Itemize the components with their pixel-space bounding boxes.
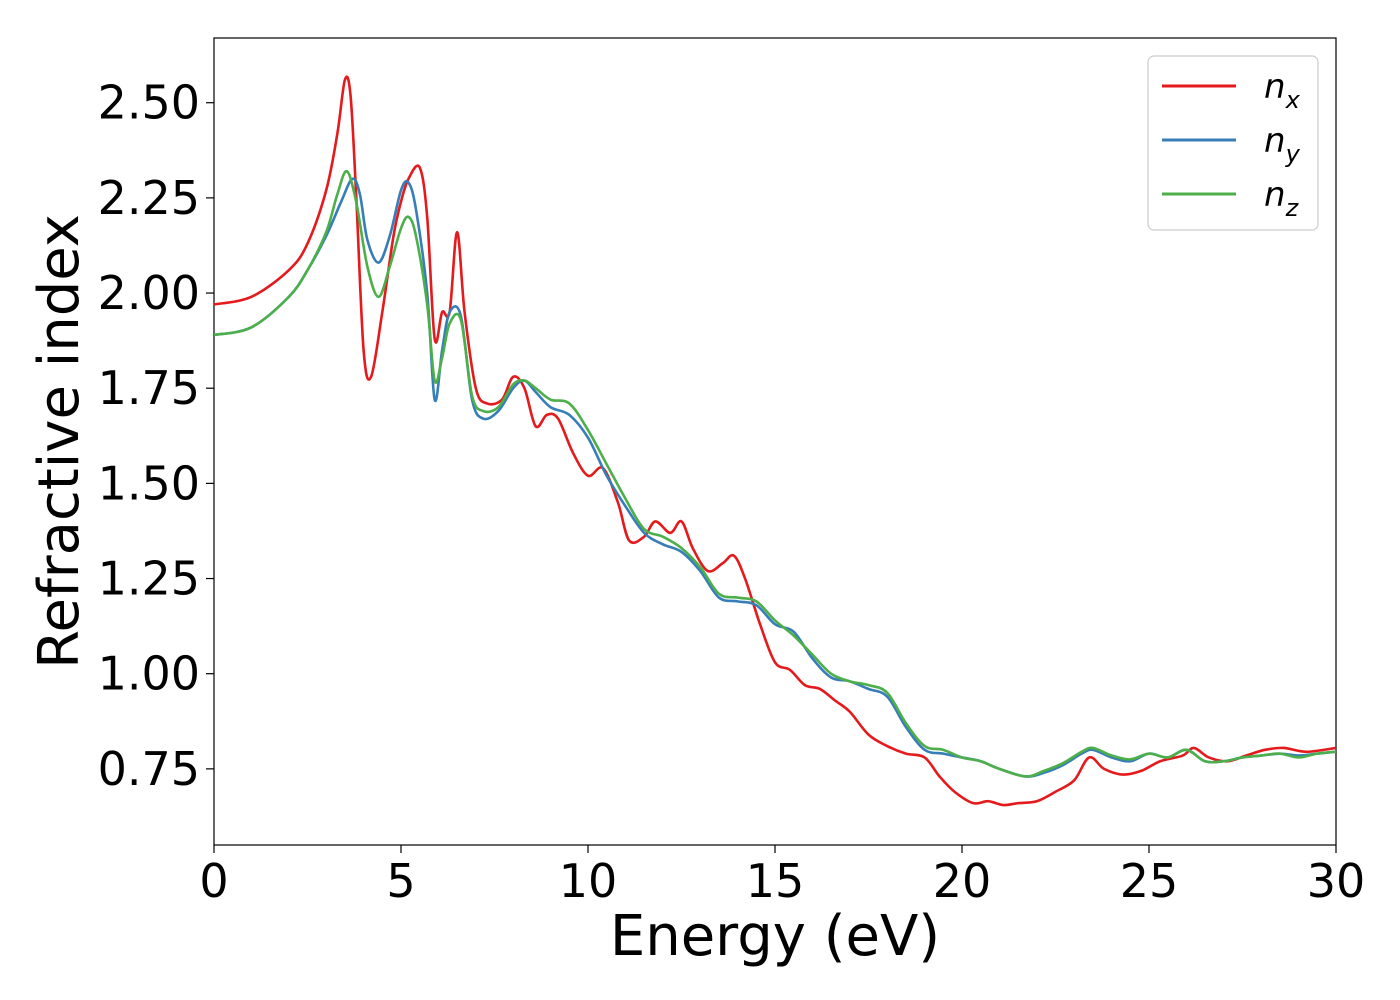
x-tick-label: 10 xyxy=(559,854,618,908)
series-line-n-y xyxy=(214,177,1336,778)
legend-label-subscript: x xyxy=(1285,86,1301,114)
y-tick-label: 1.50 xyxy=(98,456,200,510)
y-tick-label: 1.75 xyxy=(98,361,200,415)
y-tick-label: 1.25 xyxy=(98,552,200,606)
series-line-n-x xyxy=(214,75,1336,807)
legend-label-y: ny xyxy=(1264,121,1301,168)
legend-label-base: n xyxy=(1264,175,1286,215)
legend-label-base: n xyxy=(1264,121,1286,161)
x-tick-label: 30 xyxy=(1307,854,1366,908)
series-line-n-z xyxy=(214,169,1336,778)
y-tick-label: 0.75 xyxy=(98,742,200,796)
x-tick-label: 20 xyxy=(933,854,992,908)
x-axis-label: Energy (eV) xyxy=(610,904,940,969)
x-tick-label: 15 xyxy=(746,854,805,908)
legend-label-z: nz xyxy=(1264,175,1300,222)
legend-label-subscript: y xyxy=(1285,140,1301,168)
x-tick-label: 5 xyxy=(386,854,415,908)
y-tick-label: 1.00 xyxy=(98,647,200,701)
y-axis-ticks: 0.75 1.00 1.25 1.50 1.75 2.00 2.25 2.50 xyxy=(98,76,214,796)
y-tick-label: 2.25 xyxy=(98,171,200,225)
y-tick-label: 2.00 xyxy=(98,266,200,320)
series-lines xyxy=(214,75,1336,807)
x-tick-label: 25 xyxy=(1120,854,1179,908)
x-axis-ticks: 0 5 10 15 20 25 30 xyxy=(199,845,1365,908)
legend-label-x: nx xyxy=(1264,67,1301,114)
legend-box xyxy=(1147,55,1319,231)
y-axis-label: Refractive index xyxy=(27,214,92,669)
legend-label-subscript: z xyxy=(1285,194,1300,222)
legend-label-base: n xyxy=(1264,67,1286,107)
y-tick-label: 2.50 xyxy=(98,76,200,130)
x-tick-label: 0 xyxy=(199,854,228,908)
